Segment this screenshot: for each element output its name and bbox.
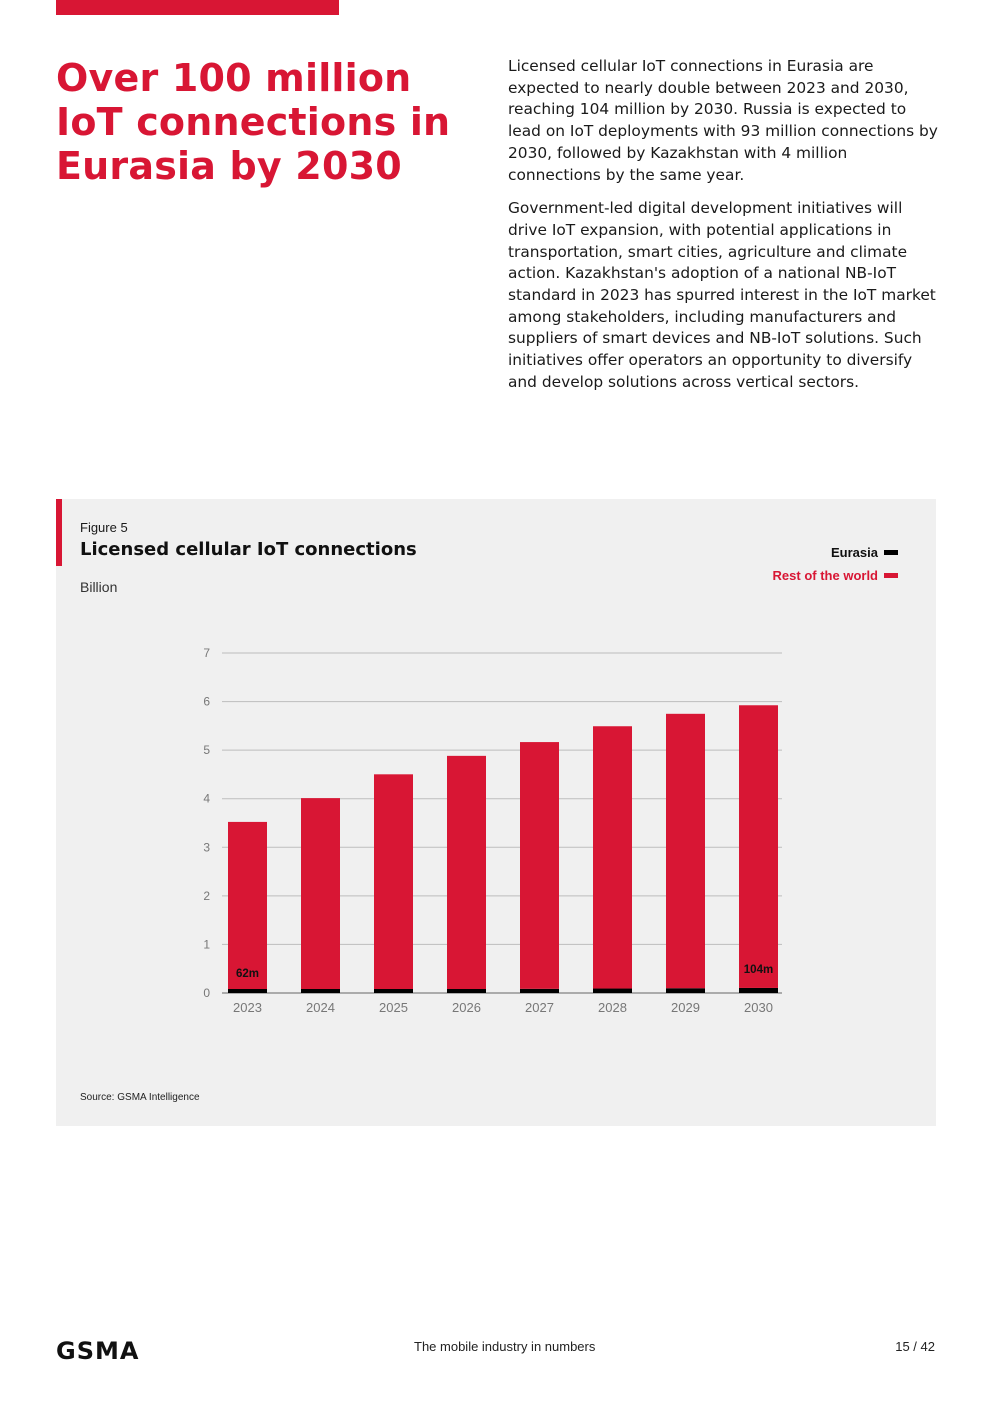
legend-swatch-icon (884, 550, 898, 555)
x-tick-label: 2029 (671, 1000, 700, 1015)
figure-title: Licensed cellular IoT connections (80, 539, 417, 560)
y-tick-label: 7 (203, 646, 210, 660)
bar-rest-of-world (447, 755, 486, 989)
legend-label: Rest of the world (772, 568, 878, 583)
bar-rest-of-world (301, 798, 340, 989)
figure-accent-bar (56, 499, 62, 566)
legend-label: Eurasia (831, 545, 878, 560)
figure-label: Figure 5 (80, 520, 128, 535)
bar-eurasia (447, 989, 486, 993)
bar-rest-of-world (520, 742, 559, 989)
bar-rest-of-world (739, 705, 778, 988)
paragraph: Licensed cellular IoT connections in Eur… (508, 57, 938, 184)
legend-item-rest-of-world: Rest of the world (773, 564, 898, 587)
y-tick-label: 4 (203, 792, 210, 806)
bar-rest-of-world (228, 821, 267, 989)
y-tick-label: 2 (203, 889, 210, 903)
figure-panel (56, 499, 936, 1126)
page-headline: Over 100 million IoT connections in Eura… (56, 56, 451, 188)
bar-eurasia (374, 989, 413, 993)
x-tick-label: 2026 (452, 1000, 481, 1015)
bar-eurasia (520, 988, 559, 993)
legend-swatch-icon (884, 573, 898, 578)
y-tick-label: 5 (203, 743, 210, 757)
y-tick-label: 6 (203, 695, 210, 709)
footer-title: The mobile industry in numbers (414, 1339, 596, 1354)
bar-chart: 0 1 2 3 4 5 6 7 2023 62m 2024 2025 2026 2027 2028 2029 2… (203, 646, 782, 1015)
bar-eurasia (593, 988, 632, 993)
top-accent-bar (56, 0, 339, 15)
x-tick-label: 2027 (525, 1000, 554, 1015)
x-tick-label: 2024 (306, 1000, 335, 1015)
x-tick-label: 2025 (379, 1000, 408, 1015)
bar-eurasia (228, 989, 267, 993)
gsma-logo: GSMA (56, 1337, 140, 1365)
figure-unit: Billion (80, 579, 118, 595)
bar-eurasia (666, 988, 705, 993)
bar-rest-of-world (593, 726, 632, 989)
legend-item-eurasia: Eurasia (773, 541, 898, 564)
x-tick-label: 2028 (598, 1000, 627, 1015)
page-number: 15 / 42 (895, 1339, 935, 1354)
data-label: 62m (236, 968, 259, 980)
x-tick-label: 2030 (744, 1000, 773, 1015)
y-tick-label: 1 (203, 937, 210, 951)
x-tick-label: 2023 (233, 1000, 262, 1015)
bar-rest-of-world (666, 713, 705, 989)
body-text: Licensed cellular IoT connections in Eur… (508, 56, 938, 406)
figure-source: Source: GSMA Intelligence (80, 1092, 200, 1103)
bar-eurasia (301, 989, 340, 993)
y-tick-label: 3 (203, 840, 210, 854)
bar-rest-of-world (374, 774, 413, 989)
bar-eurasia (739, 987, 778, 993)
paragraph: Government-led digital development initi… (508, 199, 936, 391)
chart-legend: Eurasia Rest of the world (773, 541, 898, 587)
y-tick-label: 0 (203, 986, 210, 1000)
data-label: 104m (744, 964, 773, 976)
